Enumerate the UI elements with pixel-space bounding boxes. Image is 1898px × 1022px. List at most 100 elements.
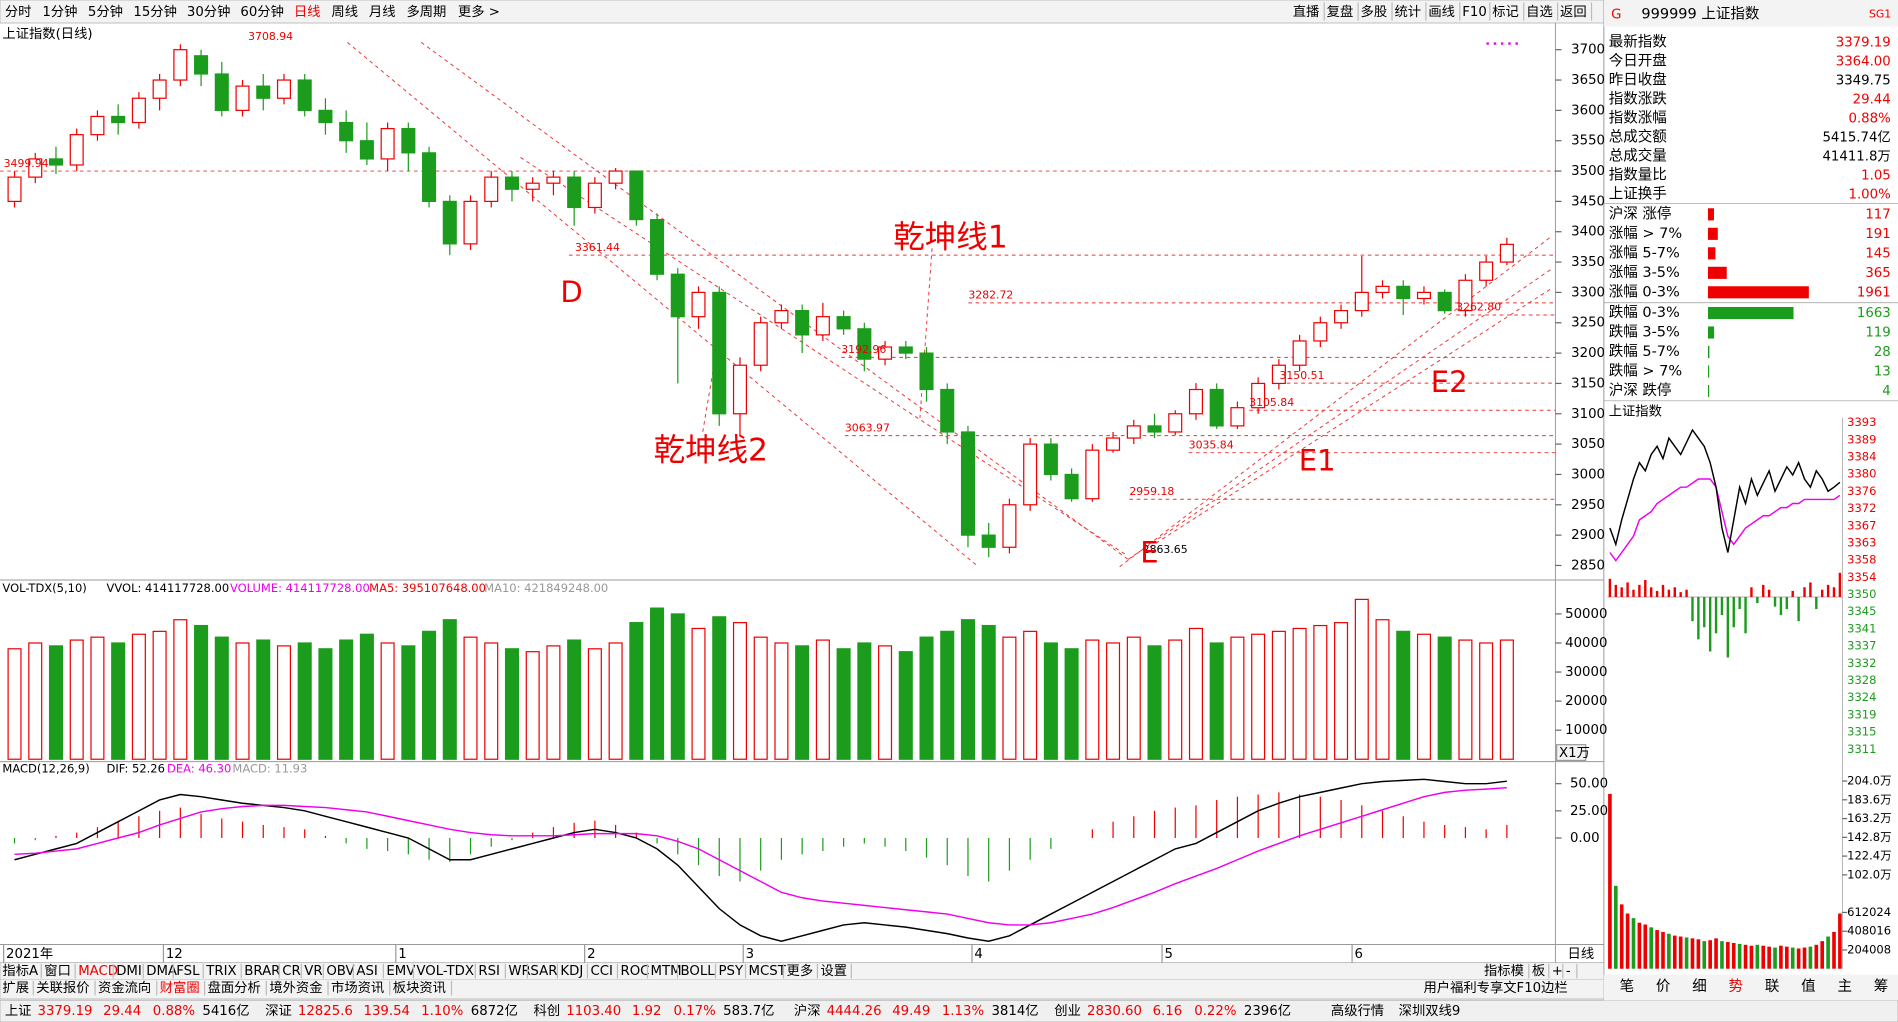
right-tab[interactable]: 价 bbox=[1656, 979, 1671, 995]
right-tab[interactable]: 值 bbox=[1801, 978, 1816, 995]
candle-body bbox=[567, 176, 582, 209]
volume-bar bbox=[670, 613, 685, 760]
tool-button[interactable]: F10 bbox=[1462, 5, 1487, 20]
tab[interactable]: 关联报价 bbox=[36, 980, 89, 996]
tab[interactable]: 指标模 bbox=[1484, 963, 1524, 979]
tab[interactable]: 窗口 bbox=[44, 962, 71, 979]
tool-button[interactable]: 复盘 bbox=[1327, 3, 1354, 20]
y-tick-label: 3000 bbox=[1571, 467, 1605, 482]
tab[interactable]: DMA bbox=[146, 964, 177, 979]
tab[interactable]: DMI bbox=[116, 964, 142, 979]
breadth-label: 涨幅 5-7% bbox=[1609, 244, 1680, 261]
tab[interactable]: - bbox=[1566, 964, 1571, 979]
volume-bar bbox=[48, 645, 64, 760]
quote-label: 总成交额 bbox=[1609, 127, 1668, 145]
candle-body bbox=[857, 328, 872, 360]
market-value: 6872亿 bbox=[471, 1003, 518, 1019]
period-label[interactable]: 日线 bbox=[1568, 946, 1595, 962]
right-tab[interactable]: 主 bbox=[1837, 978, 1852, 995]
tab[interactable]: 资金流向 bbox=[98, 980, 151, 996]
volume-bar bbox=[214, 636, 229, 760]
tab[interactable]: ASI bbox=[356, 964, 377, 979]
tool-button[interactable]: 画线 bbox=[1428, 4, 1455, 20]
period-tab[interactable]: 多周期 bbox=[406, 3, 446, 20]
tab[interactable]: OBV bbox=[326, 964, 354, 979]
tool-button[interactable]: 标记 bbox=[1492, 4, 1519, 20]
volume-bar bbox=[1375, 619, 1390, 760]
tool-button[interactable]: 返回 bbox=[1560, 4, 1587, 20]
tab[interactable]: CR bbox=[282, 964, 301, 979]
period-tab[interactable]: 5分钟 bbox=[88, 3, 123, 20]
tab[interactable]: 指标A bbox=[2, 963, 38, 979]
tab[interactable]: MACD bbox=[78, 964, 118, 979]
candle-body bbox=[1437, 291, 1452, 312]
mini-tick-label: 3363 bbox=[1847, 535, 1876, 549]
period-tab[interactable]: 周线 bbox=[331, 4, 358, 20]
tool-button[interactable]: 多股 bbox=[1361, 3, 1388, 20]
candle-body bbox=[256, 85, 271, 99]
tab[interactable]: FSL bbox=[176, 964, 200, 979]
mini-tick-label: 3337 bbox=[1847, 639, 1876, 653]
tab[interactable]: + bbox=[1552, 964, 1563, 979]
period-tab[interactable]: 分时 bbox=[5, 4, 32, 20]
tab[interactable]: MCST bbox=[749, 964, 787, 979]
tab[interactable]: BRAR bbox=[244, 964, 280, 979]
right-tab[interactable]: 筹 bbox=[1874, 978, 1889, 995]
volume-bar bbox=[1499, 639, 1514, 760]
period-tab[interactable]: 日线 bbox=[294, 4, 321, 20]
volume-bar bbox=[442, 619, 457, 760]
tab[interactable]: CCI bbox=[590, 964, 612, 979]
tab[interactable]: 扩展 bbox=[2, 980, 29, 996]
quote-label: 昨日收盘 bbox=[1609, 70, 1667, 88]
tab[interactable]: 财富圈 bbox=[160, 979, 200, 996]
breadth-label: 涨幅 3-5% bbox=[1609, 264, 1680, 281]
breadth-label: 沪深 跌停 bbox=[1609, 382, 1672, 399]
volume-bar bbox=[546, 645, 561, 760]
volume-bar bbox=[131, 633, 146, 760]
period-tab[interactable]: 月线 bbox=[369, 4, 396, 20]
candle-body bbox=[69, 134, 84, 166]
candle-body bbox=[276, 79, 292, 99]
tab[interactable]: VOL-TDX bbox=[416, 964, 474, 979]
tab[interactable]: 更多 bbox=[787, 962, 814, 979]
period-tab[interactable]: 15分钟 bbox=[133, 3, 177, 20]
tab[interactable]: RSI bbox=[478, 964, 500, 979]
volume-bar bbox=[919, 636, 934, 760]
period-tab[interactable]: 1分钟 bbox=[42, 3, 77, 20]
tab[interactable]: VR bbox=[304, 964, 322, 979]
period-tab[interactable]: 更多 > bbox=[458, 3, 500, 20]
volume-bar bbox=[1437, 636, 1452, 760]
tool-button[interactable]: 直播 bbox=[1293, 4, 1320, 20]
tab[interactable]: 板 bbox=[1532, 963, 1545, 979]
market-value: 1.92 bbox=[632, 1004, 662, 1019]
tab[interactable]: TRIX bbox=[205, 964, 236, 979]
volume-bar bbox=[28, 642, 43, 760]
tab[interactable]: EMV bbox=[386, 964, 415, 979]
tab[interactable]: ROC bbox=[620, 964, 649, 979]
tab[interactable]: PSY bbox=[719, 964, 744, 979]
volume-bar bbox=[111, 642, 126, 760]
volume-bar bbox=[484, 642, 499, 760]
right-tab[interactable]: 细 bbox=[1692, 978, 1707, 995]
right-tab[interactable]: 联 bbox=[1765, 978, 1780, 995]
tab[interactable]: MTM bbox=[651, 964, 682, 979]
tab[interactable]: 板块资讯 bbox=[393, 980, 446, 996]
tab[interactable]: 境外资金 bbox=[269, 980, 322, 996]
period-tab[interactable]: 30分钟 bbox=[187, 3, 231, 20]
line bbox=[1609, 428, 1841, 553]
tool-button[interactable]: 自选 bbox=[1526, 4, 1553, 20]
tab[interactable]: 盘面分析 bbox=[208, 979, 261, 996]
tab[interactable]: 市场资讯 bbox=[331, 979, 384, 996]
tool-button[interactable]: 统计 bbox=[1394, 4, 1421, 20]
status-bar bbox=[0, 999, 1898, 1022]
volume-bar bbox=[1188, 627, 1203, 760]
right-tab[interactable]: 笔 bbox=[1620, 978, 1635, 995]
right-tab[interactable]: 势 bbox=[1729, 978, 1744, 995]
tab[interactable]: 用户福利专享文F10边栏 bbox=[1424, 979, 1568, 996]
tab[interactable]: 设置 bbox=[820, 963, 847, 979]
tab[interactable]: KDJ bbox=[560, 964, 583, 979]
period-tab[interactable]: 60分钟 bbox=[240, 3, 284, 20]
tab[interactable]: BOLL bbox=[681, 964, 716, 979]
tab[interactable]: SAR bbox=[530, 964, 557, 979]
tab[interactable]: WR bbox=[508, 964, 530, 979]
